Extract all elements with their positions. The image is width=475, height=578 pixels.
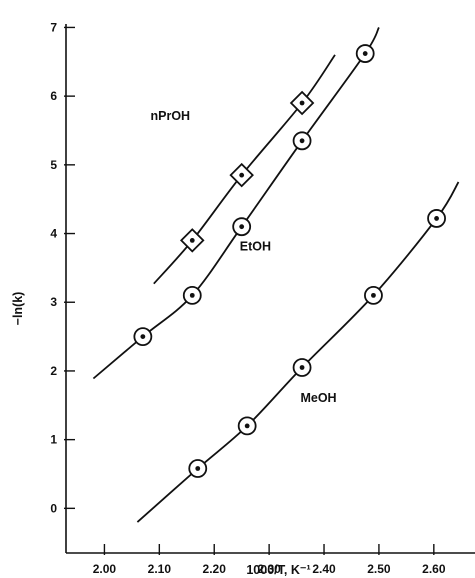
y-tick-label: 4 [50, 227, 57, 241]
data-point-etoh [182, 285, 202, 305]
y-tick-label: 2 [50, 364, 57, 378]
y-tick-label: 1 [50, 433, 57, 447]
y-tick-label: 7 [50, 20, 57, 34]
marker-center-dot [299, 365, 305, 370]
x-tick-label: 2.20 [203, 562, 227, 576]
series-label-etoh: EtOH [240, 240, 271, 254]
data-point-meoh [364, 285, 383, 305]
y-tick-label: 5 [50, 158, 57, 172]
marker-center-dot [140, 334, 146, 339]
marker-center-dot [362, 51, 368, 56]
marker-center-dot [239, 224, 245, 230]
marker-center-dot [244, 423, 250, 429]
marker-center-dot [371, 292, 376, 298]
x-tick-label: 2.00 [93, 562, 117, 576]
x-tick-label: 2.10 [148, 562, 172, 576]
x-tick-label: 2.50 [367, 562, 391, 576]
data-point-etoh [292, 131, 312, 151]
marker-center-dot [189, 292, 195, 298]
x-tick-label: 2.30 [257, 562, 281, 576]
marker-center-dot [299, 138, 305, 144]
data-point-etoh [133, 327, 153, 346]
data-point-nproh [289, 90, 315, 116]
y-tick-label: 0 [50, 501, 57, 515]
fit-curve-meoh [136, 181, 460, 523]
y-tick-label: 6 [50, 89, 57, 103]
data-point-meoh [292, 358, 312, 377]
series-label-nproh: nPrOH [151, 109, 191, 123]
axes [65, 24, 475, 554]
data-point-etoh [232, 217, 252, 237]
fit-curve-etoh [92, 26, 380, 380]
data-point-nproh [229, 162, 254, 188]
series-labels: nPrOH EtOH MeOH [151, 109, 337, 405]
data-point-etoh [355, 44, 375, 63]
marker-center-dot [299, 100, 305, 106]
data-markers [133, 44, 446, 478]
y-axis-label: −ln(k) [11, 292, 25, 326]
marker-center-dot [195, 466, 201, 471]
series-label-meoh: MeOH [300, 391, 336, 405]
fit-curves [92, 26, 460, 523]
marker-center-dot [434, 216, 439, 221]
ticks: 0 1 2 3 4 5 6 7 2.00 2.10 2.20 2.30 2.40 2.50 2.60 [50, 20, 446, 576]
y-tick-label: 3 [50, 295, 57, 309]
marker-center-dot [239, 172, 245, 178]
data-point-meoh [237, 416, 257, 436]
data-point-meoh [188, 459, 208, 478]
data-point-nproh [179, 228, 205, 253]
marker-center-dot [189, 238, 195, 243]
x-axis-label: 1000/T, K⁻¹ [246, 563, 310, 577]
data-point-meoh [427, 209, 446, 228]
x-tick-label: 2.60 [422, 562, 446, 576]
x-tick-label: 2.40 [312, 562, 336, 576]
